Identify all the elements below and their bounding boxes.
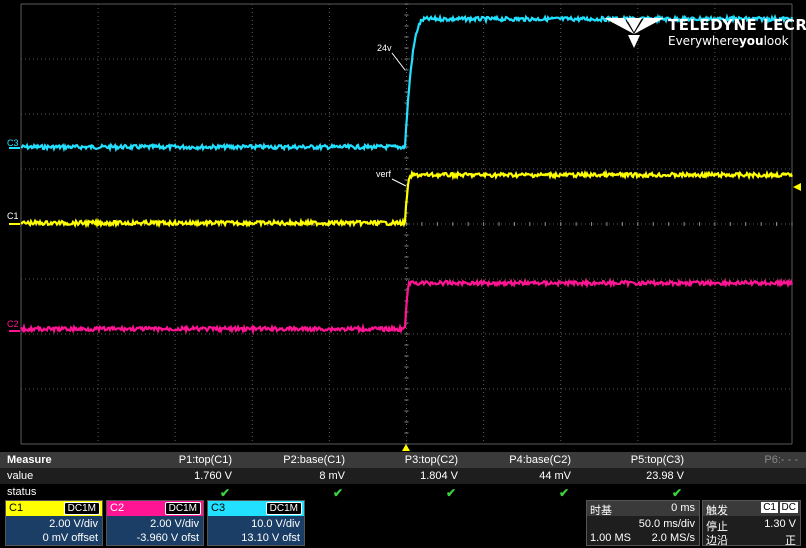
status-check-icon: ✔ [672, 486, 683, 500]
volts-per-div: 2.00 V/div [49, 518, 98, 530]
measure-value-row: value 1.760 V 8 mV 1.804 V 44 mV 23.98 V [0, 468, 806, 484]
tagline-part: Everywhere [668, 34, 739, 48]
coupling-badge: DC1M [63, 502, 100, 515]
annotation-24v: 24v [377, 43, 392, 53]
measure-header-row: Measure P1:top(C1) P2:base(C1) P3:top(C2… [0, 452, 806, 468]
trigger-descriptor[interactable]: 触发 C1 DC 停止 1.30 V 边沿 正 [702, 500, 801, 547]
timebase-descriptor[interactable]: 时基 0 ms 50.0 ms/div 1.00 MS 2.0 MS/s [586, 500, 700, 546]
coupling-badge: DC1M [265, 502, 302, 515]
sample-rate: 2.0 MS/s [651, 532, 695, 544]
channel-descriptor-c3[interactable]: C3 DC1M 10.0 V/div 13.10 V ofst [207, 500, 305, 546]
annotation-verf: verf [376, 169, 392, 179]
logo-tagline: Everywhereyoulook [668, 34, 789, 48]
measure-value-p4: 44 mV [539, 470, 571, 482]
trigger-level-marker-icon[interactable] [793, 183, 801, 191]
measure-col-p4[interactable]: P4:base(C2) [509, 454, 571, 466]
measure-value-p5: 23.98 V [646, 470, 684, 482]
status-check-icon: ✔ [333, 486, 344, 500]
measure-status-label: status [7, 486, 37, 498]
measure-status-row: status ✔ ✔ ✔ ✔ ✔ [0, 484, 806, 500]
trigger-type: 边沿 [706, 535, 728, 547]
channel-descriptor-c2[interactable]: C2 DC1M 2.00 V/div -3.960 V ofst [106, 500, 204, 546]
descriptor-header: C1 DC1M [6, 501, 102, 516]
trace-c2 [20, 277, 794, 336]
measure-col-p3[interactable]: P3:top(C2) [404, 454, 458, 466]
channel-name: C2 [110, 502, 125, 514]
measure-value-p2: 8 mV [319, 470, 345, 482]
channel-offset: 0 mV offset [42, 532, 98, 544]
channel-marker-c1: C1 [7, 211, 19, 221]
tagline-bold: you [738, 34, 764, 48]
measure-col-p6[interactable]: P6:- - - [764, 454, 798, 466]
trigger-coupling-badge: DC [779, 502, 798, 513]
waveform-traces [20, 13, 794, 336]
measure-title: Measure [7, 454, 52, 466]
trigger-title: 触发 [706, 505, 728, 517]
channel-markers: C3 C1 C2 24v verf [7, 43, 801, 451]
trigger-time-marker-icon[interactable] [402, 444, 410, 451]
graticule [20, 3, 793, 445]
time-per-div: 50.0 ms/div [638, 518, 695, 530]
measure-col-p5[interactable]: P5:top(C3) [630, 454, 684, 466]
trigger-slope: 正 [785, 535, 796, 547]
sample-points: 1.00 MS [590, 532, 631, 544]
channel-marker-c3: C3 [7, 138, 19, 148]
descriptor-header: C3 DC1M [208, 501, 304, 516]
measure-col-p2[interactable]: P2:base(C1) [283, 454, 345, 466]
status-check-icon: ✔ [446, 486, 457, 500]
channel-descriptor-c1[interactable]: C1 DC1M 2.00 V/div 0 mV offset [5, 500, 103, 546]
status-check-icon: ✔ [220, 486, 231, 500]
timebase-title: 时基 [590, 505, 612, 517]
logo-brand-text: TELEDYNE LECROY [668, 16, 806, 34]
trace-c3 [20, 13, 794, 153]
volts-per-div: 2.00 V/div [150, 518, 199, 530]
measure-value-p3: 1.804 V [420, 470, 458, 482]
annotation-leader [391, 178, 407, 187]
timebase-header-bg [587, 501, 699, 516]
channel-marker-c2: C2 [7, 319, 19, 329]
logo-mark-icon [604, 18, 664, 48]
status-check-icon: ✔ [559, 486, 570, 500]
annotation-leader [391, 52, 406, 71]
trigger-level: 1.30 V [764, 518, 796, 530]
channel-offset: -3.960 V ofst [136, 532, 199, 544]
measure-col-p1[interactable]: P1:top(C1) [178, 454, 232, 466]
descriptor-header: C2 DC1M [107, 501, 203, 516]
timebase-delay: 0 ms [671, 502, 695, 514]
measure-value-label: value [7, 470, 34, 482]
trigger-source-badge: C1 [761, 502, 778, 513]
measure-value-p1: 1.760 V [194, 470, 232, 482]
channel-name: C1 [9, 502, 24, 514]
coupling-badge: DC1M [164, 502, 201, 515]
volts-per-div: 10.0 V/div [251, 518, 300, 530]
teledyne-lecroy-logo: TELEDYNE LECROY Everywhereyoulook [604, 16, 806, 50]
channel-offset: 13.10 V ofst [241, 532, 300, 544]
channel-name: C3 [211, 502, 226, 514]
trace-c1 [20, 169, 794, 229]
trigger-mode: 停止 [706, 521, 728, 533]
measure-table[interactable]: Measure P1:top(C1) P2:base(C1) P3:top(C2… [0, 452, 806, 500]
tagline-part: look [763, 34, 789, 48]
